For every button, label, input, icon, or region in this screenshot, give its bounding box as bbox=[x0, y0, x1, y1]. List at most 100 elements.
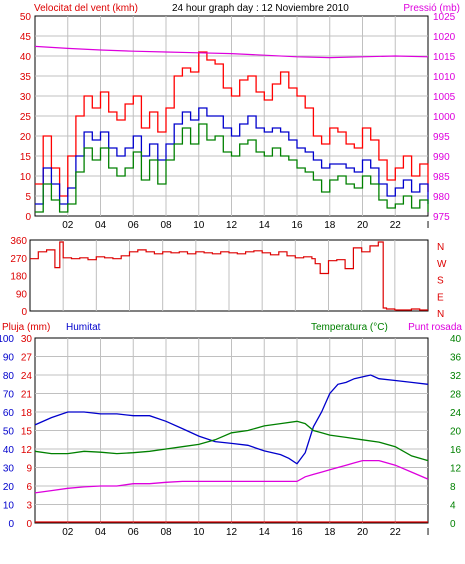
direction-letter: W bbox=[437, 259, 447, 270]
temperature-y-tick-label: 16 bbox=[450, 445, 462, 456]
rain-y-tick-label: 24 bbox=[21, 371, 33, 382]
x-tick-label: 02 bbox=[62, 220, 74, 231]
x-tick-label: 04 bbox=[95, 220, 107, 231]
wind-y-tick-label: 40 bbox=[20, 52, 32, 63]
wind-axis-title: Velocitat del vent (kmh) bbox=[34, 3, 138, 14]
x-tick-label: 12 bbox=[226, 220, 238, 231]
x-tick-label: 18 bbox=[324, 220, 336, 231]
humidity-y-tick-label: 100 bbox=[0, 334, 14, 345]
temperature-y-tick-label: 24 bbox=[450, 408, 462, 419]
direction-letter: N bbox=[437, 309, 444, 320]
wind-y-tick-label: 5 bbox=[25, 192, 31, 203]
rain-axis-title: Pluja (mm) bbox=[2, 322, 50, 333]
temperature-axis-title: Temperatura (°C) bbox=[311, 322, 388, 333]
humidity-y-tick-label: 90 bbox=[3, 353, 15, 364]
wind-avg-line bbox=[35, 107, 429, 205]
dewpoint-axis-title: Punt rosada bbox=[408, 322, 462, 333]
temperature-y-tick-label: 28 bbox=[450, 390, 462, 401]
temperature-y-tick-label: 0 bbox=[450, 519, 456, 530]
pressure-y-tick-label: 995 bbox=[433, 132, 450, 143]
dewpoint-line bbox=[34, 459, 429, 494]
wind-y-tick-label: 15 bbox=[20, 152, 32, 163]
rain-y-tick-label: 9 bbox=[26, 464, 32, 475]
rain-y-tick-label: 15 bbox=[21, 427, 33, 438]
wind-direction-line bbox=[30, 241, 428, 311]
chart-marks bbox=[30, 45, 429, 523]
pressure-y-tick-label: 990 bbox=[433, 152, 450, 163]
pressure-y-tick-label: 1025 bbox=[433, 12, 456, 23]
humidity-y-tick-label: 70 bbox=[3, 390, 15, 401]
wind-gust-line bbox=[35, 51, 429, 197]
humidity-y-tick-label: 40 bbox=[3, 445, 15, 456]
pressure-y-tick-label: 1020 bbox=[433, 32, 456, 43]
temperature-y-tick-label: 36 bbox=[450, 353, 462, 364]
direction-y-tick-label: 270 bbox=[10, 254, 27, 265]
wind-y-tick-label: 45 bbox=[20, 32, 32, 43]
humidity-y-tick-label: 0 bbox=[8, 519, 14, 530]
direction-y-tick-label: 180 bbox=[10, 272, 27, 283]
temperature-y-tick-label: 12 bbox=[450, 464, 462, 475]
x-tick-label: 08 bbox=[160, 527, 172, 538]
rain-y-tick-label: 6 bbox=[26, 482, 32, 493]
direction-y-tick-label: 90 bbox=[16, 289, 28, 300]
rain-y-tick-label: 30 bbox=[21, 334, 33, 345]
wind-y-tick-label: 0 bbox=[25, 212, 31, 223]
x-tick-label: 14 bbox=[259, 220, 271, 231]
temperature-y-tick-label: 32 bbox=[450, 371, 462, 382]
graph-title: 24 hour graph day : 12 Noviembre 2010 bbox=[172, 3, 349, 14]
x-tick-label: 02 bbox=[62, 527, 74, 538]
rain-y-tick-label: 21 bbox=[21, 390, 33, 401]
x-tick-label: 14 bbox=[259, 527, 271, 538]
pressure-y-tick-label: 1005 bbox=[433, 92, 456, 103]
humidity-y-tick-label: 20 bbox=[3, 482, 15, 493]
x-tick-label: 06 bbox=[128, 220, 140, 231]
tick-labels: 02 04 06 08 10 12 14 16 18 20 22 I02 04 06 08 10 12 14 16 1… bbox=[0, 12, 462, 538]
pressure-y-tick-label: 985 bbox=[433, 172, 450, 183]
pressure-axis-title: Pressió (mb) bbox=[403, 3, 460, 14]
rain-y-tick-label: 12 bbox=[21, 445, 33, 456]
x-tick-label: I bbox=[427, 527, 430, 538]
temperature-y-tick-label: 8 bbox=[450, 482, 456, 493]
x-tick-label: 06 bbox=[128, 527, 140, 538]
wind-min-line bbox=[35, 123, 429, 213]
rain-y-tick-label: 27 bbox=[21, 353, 33, 364]
x-tick-label: 16 bbox=[291, 527, 303, 538]
x-tick-label: 20 bbox=[357, 527, 369, 538]
temperature-line bbox=[34, 420, 429, 462]
wind-y-tick-label: 25 bbox=[20, 112, 32, 123]
x-tick-label: 08 bbox=[160, 220, 172, 231]
humidity-y-tick-label: 10 bbox=[3, 501, 15, 512]
x-tick-label: 04 bbox=[95, 527, 107, 538]
direction-letter: S bbox=[437, 276, 444, 287]
rain-y-tick-label: 3 bbox=[26, 501, 32, 512]
x-tick-label: 20 bbox=[357, 220, 369, 231]
humidity-y-tick-label: 80 bbox=[3, 371, 15, 382]
humidity-y-tick-label: 50 bbox=[3, 427, 15, 438]
x-tick-label: 16 bbox=[291, 220, 303, 231]
pressure-y-tick-label: 980 bbox=[433, 192, 450, 203]
x-tick-label: 10 bbox=[193, 220, 205, 231]
temperature-y-tick-label: 4 bbox=[450, 501, 456, 512]
pressure-y-tick-label: 1015 bbox=[433, 52, 456, 63]
wind-y-tick-label: 20 bbox=[20, 132, 32, 143]
x-tick-label: 12 bbox=[226, 527, 238, 538]
humidity-axis-title: Humitat bbox=[66, 322, 101, 333]
pressure-y-tick-label: 975 bbox=[433, 212, 450, 223]
temperature-y-tick-label: 20 bbox=[450, 427, 462, 438]
direction-letter: E bbox=[437, 292, 444, 303]
pressure-y-tick-label: 1010 bbox=[433, 72, 456, 83]
x-tick-label: I bbox=[427, 220, 430, 231]
x-tick-label: 18 bbox=[324, 527, 336, 538]
temperature-y-tick-label: 40 bbox=[450, 334, 462, 345]
direction-y-tick-label: 0 bbox=[21, 307, 27, 318]
humidity-y-tick-label: 60 bbox=[3, 408, 15, 419]
pressure-line bbox=[34, 45, 429, 59]
direction-letter: N bbox=[437, 242, 444, 253]
humidity-line bbox=[34, 374, 429, 465]
wind-y-tick-label: 35 bbox=[20, 72, 32, 83]
wind-y-tick-label: 30 bbox=[20, 92, 32, 103]
rain-y-tick-label: 18 bbox=[21, 408, 33, 419]
